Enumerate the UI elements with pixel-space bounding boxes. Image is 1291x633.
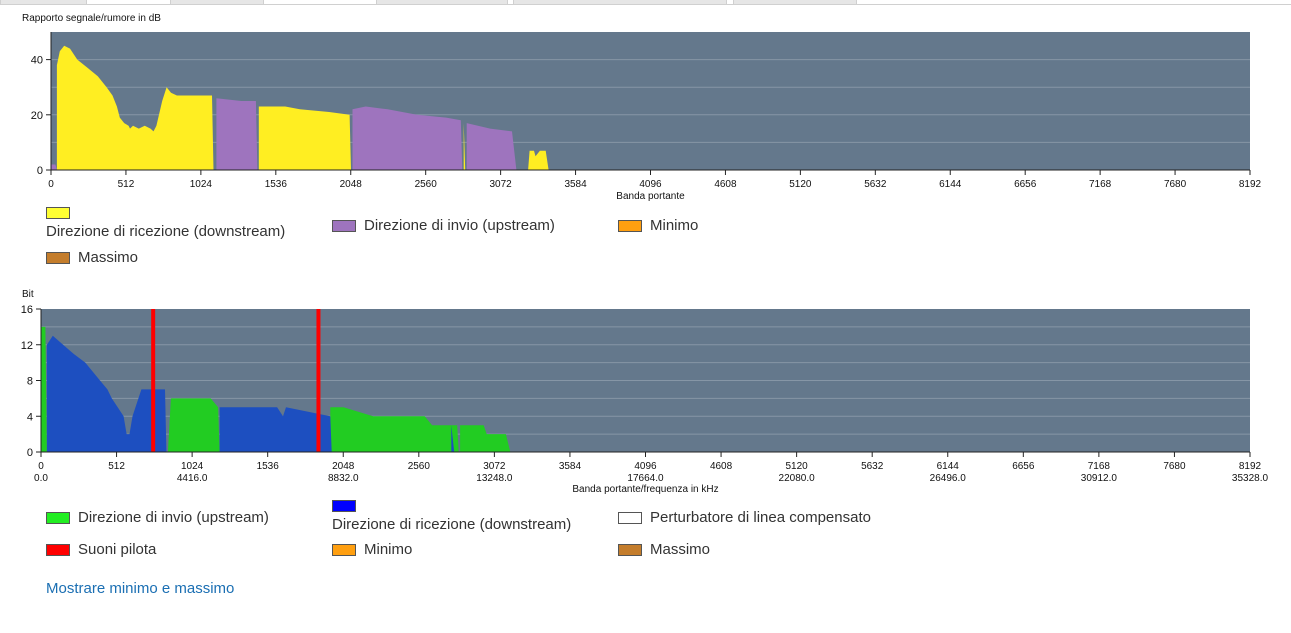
legend-upstream[interactable]: Direzione di invio (upstream) xyxy=(46,509,269,526)
x-tick-label: 8192 xyxy=(1239,179,1262,190)
x-tick-label: 6656 xyxy=(1014,179,1037,190)
x-tick-label: 4608 xyxy=(714,179,737,190)
legend-label: Minimo xyxy=(650,217,699,234)
legend-swatch xyxy=(46,543,70,556)
x-tick-label: 3072 xyxy=(483,461,506,472)
legend-downstream[interactable]: Direzione di ricezione (downstream) xyxy=(46,207,285,240)
x-tick-label: 5632 xyxy=(861,461,884,472)
tab-bar xyxy=(0,0,1291,5)
y-tick-label: 12 xyxy=(21,340,33,352)
y-tick-label: 0 xyxy=(27,447,33,459)
bits-chart-ylabel: Bit xyxy=(22,289,34,300)
y-tick-label: 20 xyxy=(31,110,43,122)
x-tick-label: 4096 xyxy=(639,179,662,190)
x-tick-label: 1024 xyxy=(181,461,204,472)
legend-label: Perturbatore di linea compensato xyxy=(650,509,871,526)
x-tick-label: 5120 xyxy=(786,461,809,472)
legend-swatch xyxy=(46,207,70,219)
legend-label: Direzione di invio (upstream) xyxy=(364,217,555,234)
x-tick-label: 4608 xyxy=(710,461,733,472)
legend-swatch xyxy=(332,543,356,556)
legend-downstream[interactable]: Direzione di ricezione (downstream) xyxy=(332,500,571,533)
x-tick-label: 6144 xyxy=(937,461,960,472)
legend-swatch xyxy=(618,511,642,524)
x-tick-label: 2048 xyxy=(332,461,355,472)
x-tick-khz-label: 17664.0 xyxy=(627,473,664,484)
x-tick-khz-label: 26496.0 xyxy=(930,473,967,484)
legend-label: Massimo xyxy=(650,541,711,558)
legend-label: Direzione di ricezione (downstream) xyxy=(46,223,286,240)
x-axis-label: Banda portante/frequenza in kHz xyxy=(572,484,718,495)
show-min-max-link[interactable]: Mostrare minimo e massimo xyxy=(46,580,235,597)
legend-label: Direzione di ricezione (downstream) xyxy=(332,516,572,533)
y-tick-label: 0 xyxy=(37,165,43,177)
y-tick-label: 16 xyxy=(21,304,33,316)
legend-upstream[interactable]: Direzione di invio (upstream) xyxy=(332,217,555,234)
x-tick-label: 2048 xyxy=(340,179,363,190)
x-tick-label: 5120 xyxy=(789,179,812,190)
x-tick-label: 0 xyxy=(48,179,54,190)
x-tick-khz-label: 35328.0 xyxy=(1232,473,1269,484)
legend-swatch xyxy=(618,219,642,232)
legend-massimo[interactable]: Massimo xyxy=(46,249,138,266)
y-tick-label: 40 xyxy=(31,55,43,67)
legend-massimo[interactable]: Massimo xyxy=(618,541,710,558)
series-area xyxy=(51,98,517,170)
legend-swatch xyxy=(618,543,642,556)
x-tick-label: 512 xyxy=(108,461,125,472)
x-axis-label: Banda portante xyxy=(616,191,685,202)
y-tick-label: 4 xyxy=(27,411,33,423)
legend-swatch xyxy=(332,219,356,232)
x-tick-khz-label: 0.0 xyxy=(34,473,48,484)
legend-swatch xyxy=(332,500,356,512)
x-tick-label: 1024 xyxy=(190,179,213,190)
y-tick-label: 8 xyxy=(27,376,33,388)
legend-label: Direzione di invio (upstream) xyxy=(78,509,269,526)
x-tick-label: 6144 xyxy=(939,179,962,190)
x-tick-label: 3584 xyxy=(559,461,582,472)
series-area xyxy=(56,45,549,170)
pilot-tone-line xyxy=(316,309,321,452)
x-tick-khz-label: 22080.0 xyxy=(779,473,816,484)
legend-suoni-pilota[interactable]: Suoni pilota xyxy=(46,541,156,558)
legend-perturbatore[interactable]: Perturbatore di linea compensato xyxy=(618,509,871,526)
x-tick-khz-label: 4416.0 xyxy=(177,473,208,484)
x-tick-khz-label: 30912.0 xyxy=(1081,473,1118,484)
series-area xyxy=(46,335,455,452)
legend-label: Massimo xyxy=(78,249,139,266)
x-tick-label: 2560 xyxy=(415,179,438,190)
x-tick-label: 7168 xyxy=(1088,461,1111,472)
legend-label: Suoni pilota xyxy=(78,541,157,558)
x-tick-label: 1536 xyxy=(257,461,280,472)
legend-swatch xyxy=(46,511,70,524)
x-tick-label: 5632 xyxy=(864,179,887,190)
series-area xyxy=(41,326,511,452)
x-tick-label: 7680 xyxy=(1164,179,1187,190)
x-tick-label: 7168 xyxy=(1089,179,1112,190)
x-tick-label: 2560 xyxy=(408,461,431,472)
x-tick-label: 8192 xyxy=(1239,461,1262,472)
x-tick-label: 0 xyxy=(38,461,44,472)
legend-label: Minimo xyxy=(364,541,413,558)
x-tick-khz-label: 8832.0 xyxy=(328,473,359,484)
x-tick-label: 3584 xyxy=(564,179,587,190)
x-tick-label: 3072 xyxy=(490,179,513,190)
x-tick-khz-label: 13248.0 xyxy=(476,473,513,484)
legend-swatch xyxy=(46,251,70,264)
x-tick-label: 7680 xyxy=(1163,461,1186,472)
x-tick-label: 1536 xyxy=(265,179,288,190)
legend-minimo[interactable]: Minimo xyxy=(618,217,698,234)
snr-chart: 0 20 40 0 512 1024 1536 2048 2560 3072 3584 4096 460… xyxy=(31,32,1262,202)
legend-minimo[interactable]: Minimo xyxy=(332,541,412,558)
x-tick-label: 4096 xyxy=(634,461,657,472)
snr-chart-ylabel: Rapporto segnale/rumore in dB xyxy=(22,13,161,24)
pilot-tone-line xyxy=(151,309,156,452)
x-tick-label: 512 xyxy=(118,179,135,190)
x-tick-label: 6656 xyxy=(1012,461,1035,472)
